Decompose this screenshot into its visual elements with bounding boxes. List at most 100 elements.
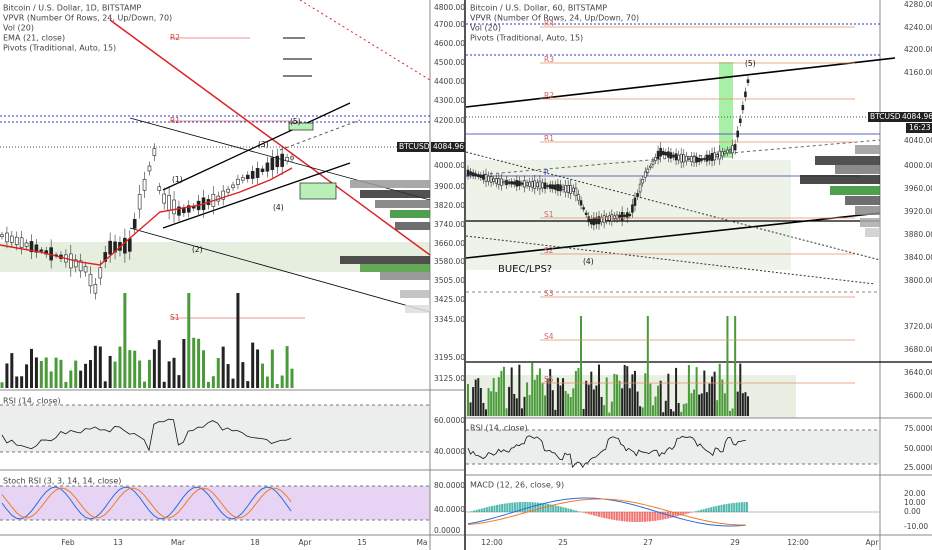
volume-bar: [605, 377, 608, 416]
macd-hist: [623, 512, 626, 522]
candle: [574, 187, 578, 196]
volume-bar: [510, 367, 513, 416]
macd-hist: [519, 502, 521, 512]
candle: [93, 284, 98, 294]
macd-hist: [720, 504, 723, 512]
macd-hist: [730, 503, 733, 512]
candle: [538, 180, 542, 190]
trend-line: [279, 119, 361, 151]
price-tag: [431, 142, 465, 152]
volume-bar: [241, 362, 245, 388]
candle: [708, 154, 711, 161]
candle: [280, 153, 284, 167]
price-axis-label: 3840.00: [904, 253, 932, 262]
volume-bar: [549, 369, 552, 416]
volume-bar: [690, 393, 693, 416]
wave-label: (4): [273, 203, 284, 212]
macd-hist: [682, 512, 685, 515]
volume-bar: [172, 357, 176, 388]
candle: [697, 157, 701, 162]
price-axis-label: 3125.00: [434, 374, 465, 383]
candle: [518, 180, 521, 187]
rsi-line: [1, 418, 292, 452]
candle: [250, 171, 255, 179]
candle: [715, 154, 719, 158]
candle: [10, 235, 14, 243]
macd-hist: [592, 512, 595, 516]
candle: [98, 267, 103, 279]
vpvr-bar: [845, 196, 880, 205]
pivot-label: S5: [544, 375, 554, 384]
trend-line: [129, 227, 431, 313]
candle: [577, 194, 580, 201]
time-axis-label: 27: [643, 538, 653, 547]
price-axis-label: 4700.00: [434, 20, 465, 29]
candle: [147, 165, 152, 172]
volume-bar: [526, 382, 529, 416]
price-tag-text: 4084.96: [902, 112, 932, 121]
candle: [587, 216, 591, 223]
volume-bar: [508, 386, 511, 416]
trend-line: [299, 0, 431, 81]
volume-bar: [556, 377, 559, 416]
volume-bar: [84, 363, 88, 388]
vpvr-bar: [815, 156, 880, 165]
macd-hist: [475, 509, 478, 512]
candle: [656, 150, 660, 159]
volume-bar: [664, 400, 667, 416]
volume-bar: [513, 393, 516, 416]
candle: [265, 162, 270, 172]
volume-bar: [275, 383, 279, 388]
wave-label: (4): [583, 257, 594, 266]
volume-bar: [554, 409, 557, 416]
macd-hist: [638, 512, 641, 522]
volume-bar: [592, 389, 595, 416]
channel-line: [162, 102, 351, 191]
volume-bar: [644, 373, 647, 416]
volume-bar: [226, 364, 230, 388]
volume-bar: [667, 373, 670, 416]
macd-hist: [503, 503, 506, 512]
volume-bar: [261, 363, 265, 388]
candle: [520, 182, 524, 185]
macd-hist: [473, 510, 476, 512]
candle: [507, 181, 511, 184]
macd-hist: [587, 512, 590, 515]
candle: [700, 158, 704, 161]
macd-hist: [636, 512, 639, 522]
volume-bar: [187, 293, 191, 388]
macd-hist: [723, 504, 725, 512]
candle: [14, 236, 19, 245]
time-axis-label: Ma: [416, 538, 427, 547]
pivot-label: R2: [170, 33, 180, 42]
candle: [741, 105, 745, 111]
macd-hist: [526, 502, 529, 512]
time-axis-label: 29: [730, 538, 740, 547]
candle: [505, 179, 508, 186]
volume-bar: [600, 396, 603, 416]
candle: [543, 182, 547, 189]
volume-bar: [197, 338, 201, 388]
macd-hist: [656, 512, 659, 521]
candle: [736, 130, 740, 138]
candle: [605, 216, 609, 221]
candle: [590, 219, 593, 225]
candle: [597, 216, 601, 225]
candle: [83, 266, 88, 273]
candle: [602, 215, 606, 224]
macd-hist: [628, 512, 631, 522]
candle: [270, 157, 275, 170]
candle: [685, 155, 688, 162]
candle: [638, 183, 642, 193]
volume-bar: [572, 388, 575, 416]
zone: [466, 375, 796, 418]
volume-bar: [0, 382, 4, 388]
vpvr-bar: [800, 175, 880, 184]
volume-bar: [500, 370, 503, 416]
volume-bar: [682, 404, 685, 416]
macd-hist: [470, 511, 473, 512]
vpvr-bar: [395, 222, 430, 230]
macd-hist: [740, 502, 743, 512]
volume-bar: [477, 378, 480, 416]
pivot-label: S2: [544, 246, 554, 255]
